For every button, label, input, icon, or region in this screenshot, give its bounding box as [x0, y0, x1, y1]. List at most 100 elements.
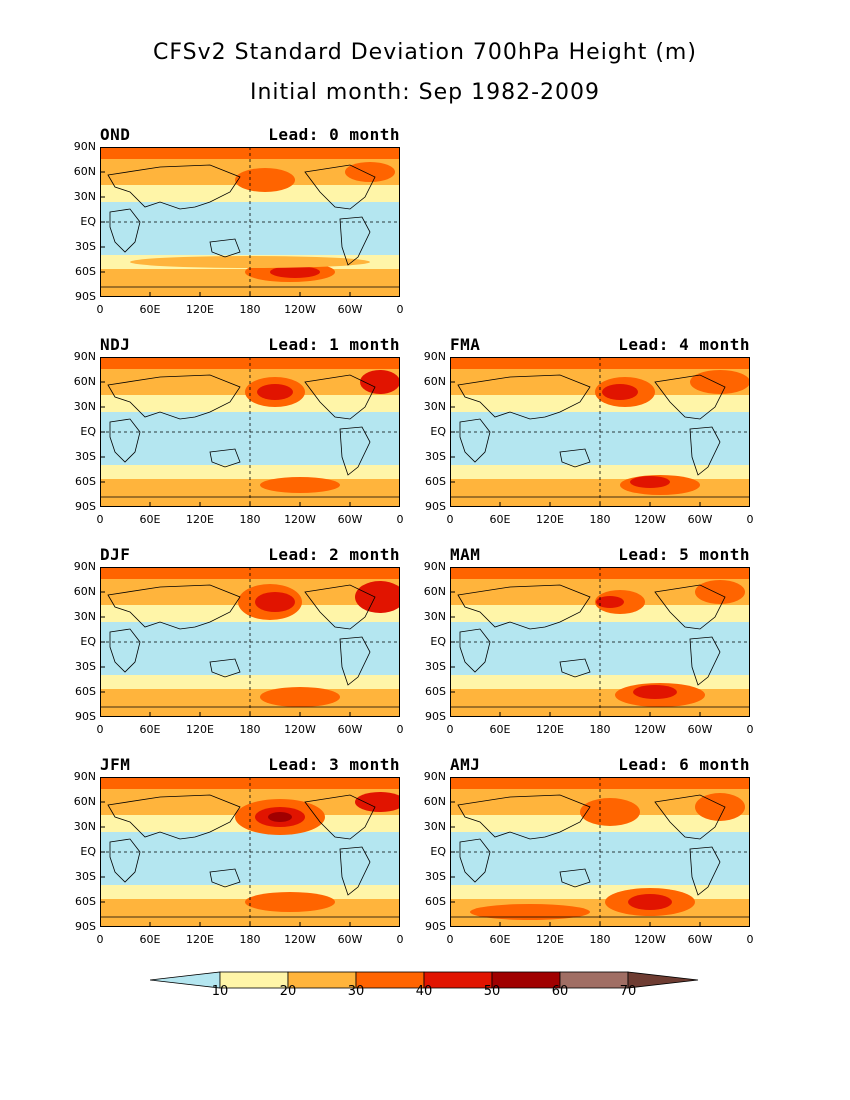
lon-tick-label: 180	[589, 933, 611, 946]
panel-season: MAM	[450, 545, 481, 564]
map-plot	[450, 567, 750, 717]
colorbar-label: 20	[279, 984, 297, 999]
lat-tick-label: 90S	[425, 500, 446, 513]
lon-tick-label: 120E	[186, 723, 214, 736]
shading-blob	[255, 592, 295, 612]
lon-tick-label: 120W	[634, 723, 666, 736]
coastline	[457, 584, 591, 630]
map-plot	[100, 147, 400, 297]
lon-tick-label: 120W	[634, 513, 666, 526]
lat-tick-label: EQ	[80, 425, 96, 438]
colorbar-segment-gt70	[627, 971, 699, 989]
lon-tick-label: 180	[239, 513, 261, 526]
map-plot	[100, 777, 400, 927]
panel-lead: Lead: 1 month	[268, 335, 400, 354]
lat-tick-label: 30S	[75, 870, 96, 883]
colorbar	[150, 971, 699, 989]
lon-tick-label: 60W	[687, 513, 713, 526]
lon-tick-label: 0	[396, 303, 404, 316]
coastline	[459, 628, 491, 673]
shading-band	[450, 412, 750, 465]
shading-blob	[345, 162, 395, 182]
shading-band	[100, 395, 400, 412]
lon-tick-label: 120W	[284, 303, 316, 316]
shading-blob	[690, 370, 750, 394]
lat-tick-label: 30N	[73, 610, 96, 623]
lat-tick-label: 60N	[73, 585, 96, 598]
lat-tick-label: 90S	[425, 710, 446, 723]
shading-band	[100, 202, 400, 255]
panel-lead: Lead: 5 month	[618, 545, 750, 564]
lon-tick-label: 60E	[489, 933, 511, 946]
lat-tick-label: 90N	[423, 350, 446, 363]
lat-tick-label: 90N	[423, 560, 446, 573]
lon-tick-label: 0	[446, 723, 454, 736]
lon-tick-label: 120W	[284, 723, 316, 736]
lon-tick-label: 120E	[186, 513, 214, 526]
lat-tick-label: 30S	[425, 450, 446, 463]
lat-tick-label: 90N	[73, 770, 96, 783]
coastline	[339, 426, 371, 476]
lon-tick-label: 0	[396, 723, 404, 736]
lon-tick-label: 60W	[337, 303, 363, 316]
map-panel-fma: FMA Lead: 4 month 90N 60N 30N EQ 30S 60S 90S 0 6…	[424, 335, 790, 547]
lat-tick-label: 30S	[75, 660, 96, 673]
figure-title: CFSv2 Standard Deviation 700hPa Height (…	[153, 40, 697, 65]
lat-tick-label: 30N	[423, 610, 446, 623]
shading-band	[100, 832, 400, 885]
coastline	[689, 426, 721, 476]
shading-blob	[355, 792, 400, 812]
shading-band	[100, 622, 400, 675]
lat-tick-label: 90S	[75, 920, 96, 933]
lat-tick-label: 30N	[423, 400, 446, 413]
lon-tick-label: 60E	[139, 933, 161, 946]
lon-tick-label: 60W	[337, 933, 363, 946]
lat-tick-label: 30S	[75, 240, 96, 253]
lat-tick-label: EQ	[430, 635, 446, 648]
lat-tick-label: 60S	[75, 685, 96, 698]
lat-tick-label: EQ	[80, 635, 96, 648]
lon-tick-label: 180	[239, 303, 261, 316]
coastline	[109, 628, 141, 673]
lon-tick-label: 60E	[489, 723, 511, 736]
shading-blob	[630, 476, 670, 488]
lat-tick-label: 90N	[73, 140, 96, 153]
map-panel-amj: AMJ Lead: 6 month 90N 60N 30N EQ 30S 60S 90S 0 6…	[424, 755, 790, 967]
coastline	[209, 868, 241, 888]
lon-tick-label: 60E	[139, 303, 161, 316]
lat-tick-label: 90S	[75, 290, 96, 303]
lat-tick-label: 60N	[73, 795, 96, 808]
lat-tick-label: 60N	[423, 585, 446, 598]
shading-blob	[633, 685, 677, 699]
map-panel-ndj: NDJ Lead: 1 month 90N 60N 30N EQ 30S 60S 90S 0 6…	[74, 335, 440, 547]
lon-tick-label: 0	[746, 933, 754, 946]
lat-tick-label: 90N	[73, 560, 96, 573]
coastline	[459, 838, 491, 883]
coastline	[457, 794, 591, 840]
figure-subtitle: Initial month: Sep 1982-2009	[249, 80, 601, 105]
lon-tick-label: 120W	[284, 933, 316, 946]
shading-blob	[257, 384, 293, 400]
lat-tick-label: 30N	[73, 190, 96, 203]
coastline	[107, 374, 241, 420]
colorbar-label: 60	[551, 984, 569, 999]
coastline	[209, 448, 241, 468]
lon-tick-label: 0	[96, 933, 104, 946]
panel-season: AMJ	[450, 755, 481, 774]
lat-tick-label: 90S	[75, 710, 96, 723]
lat-tick-label: 90N	[423, 770, 446, 783]
coastline	[654, 374, 726, 420]
coastline	[107, 794, 241, 840]
lat-tick-label: 30N	[73, 820, 96, 833]
lon-tick-label: 120E	[186, 303, 214, 316]
coastline	[339, 636, 371, 686]
map-panel-mam: MAM Lead: 5 month 90N 60N 30N EQ 30S 60S 90S 0 6…	[424, 545, 790, 757]
lon-tick-label: 180	[589, 723, 611, 736]
lat-tick-label: 90N	[73, 350, 96, 363]
coastline	[459, 418, 491, 463]
coastline	[457, 374, 591, 420]
lat-tick-label: EQ	[430, 425, 446, 438]
map-plot	[450, 777, 750, 927]
shading-blob	[245, 892, 335, 912]
shading-band	[100, 412, 400, 465]
